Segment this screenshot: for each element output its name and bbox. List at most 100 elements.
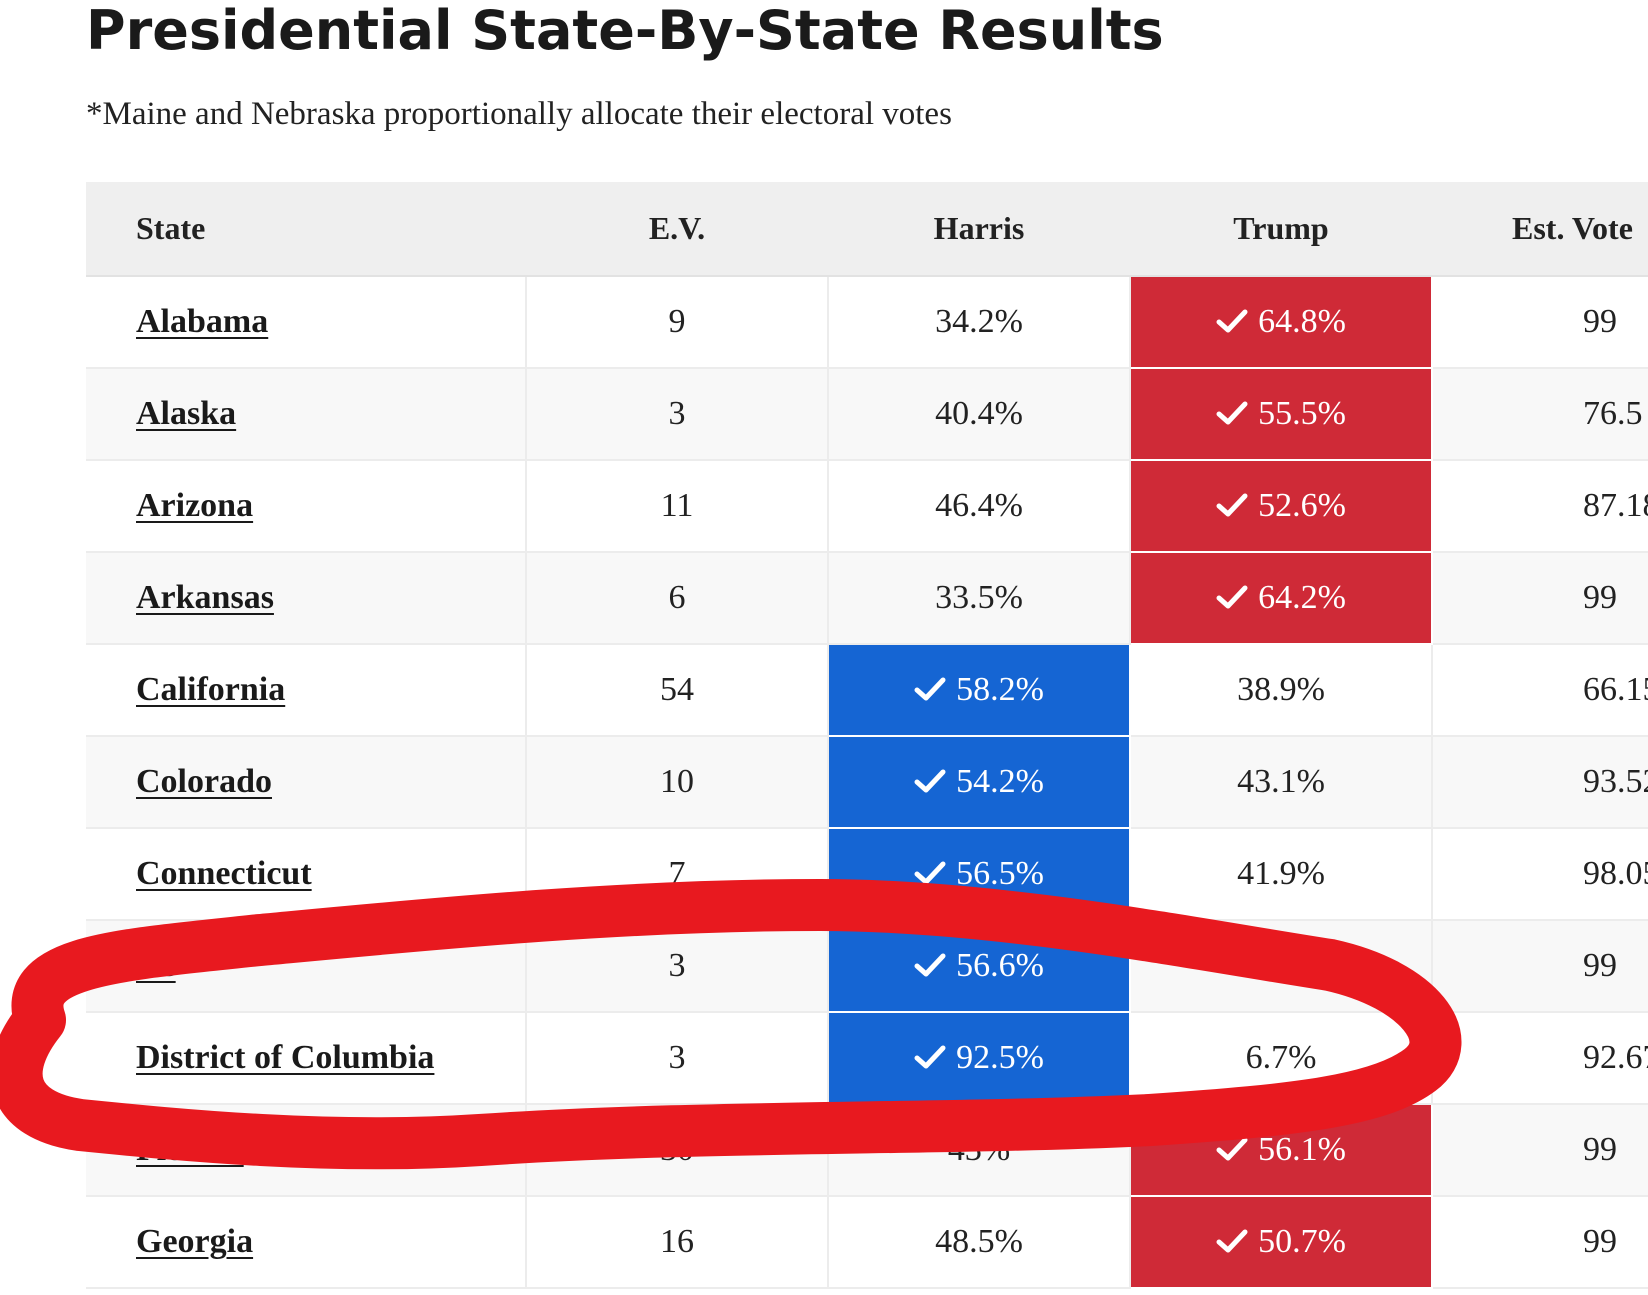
checkmark-icon (914, 769, 946, 793)
ev-cell: 9 (526, 276, 829, 369)
state-cell: Arkansas (86, 552, 527, 645)
trump-pct: 64.8% (1258, 303, 1346, 340)
header-harris[interactable]: Harris (828, 182, 1130, 277)
header-state[interactable]: State (86, 182, 526, 277)
harris-pct: 46.4% (935, 487, 1023, 524)
harris-cell: 56.6% (828, 920, 1131, 1013)
harris-cell: 40.4% (828, 368, 1131, 461)
trump-cell: 64.2% (1130, 552, 1433, 645)
est-vote-cell: 99 (1432, 1104, 1648, 1197)
checkmark-icon (1216, 493, 1248, 517)
est-vote-cell: 93.52 (1432, 736, 1648, 829)
state-link[interactable]: District of Columbia (136, 1039, 435, 1076)
ev-cell: 10 (526, 736, 829, 829)
state-link[interactable]: Connecticut (136, 855, 312, 892)
trump-pct: 52.6% (1258, 487, 1346, 524)
checkmark-icon (914, 861, 946, 885)
trump-pct: 41.9% (1237, 855, 1325, 892)
harris-cell: 33.5% (828, 552, 1131, 645)
ev-cell: 54 (526, 644, 829, 737)
page-title: Presidential State-By-State Results (86, 0, 1164, 62)
harris-cell: 43% (828, 1104, 1131, 1197)
est-vote-cell: 92.67 (1432, 1012, 1648, 1105)
state-link[interactable]: Alaska (136, 395, 237, 432)
checkmark-icon (914, 1045, 946, 1069)
trump-pct: 50.7% (1258, 1223, 1346, 1260)
table-row: De 3 56.6% 99 (86, 920, 1648, 1013)
est-vote-cell: 99 (1432, 920, 1648, 1013)
state-cell: De (86, 920, 527, 1013)
trump-pct: 64.2% (1258, 579, 1346, 616)
est-vote-cell: 66.15 (1432, 644, 1648, 737)
header-ev[interactable]: E.V. (526, 182, 828, 277)
checkmark-icon (914, 677, 946, 701)
results-table: State E.V. Harris Trump Est. Vote Alabam… (86, 182, 1648, 1289)
ev-cell: 3 (526, 1012, 829, 1105)
state-link[interactable]: Florida (136, 1131, 244, 1168)
trump-cell: 55.5% (1130, 368, 1433, 461)
state-link[interactable]: Alabama (136, 303, 269, 340)
trump-pct: 55.5% (1258, 395, 1346, 432)
state-cell: Alabama (86, 276, 527, 369)
checkmark-icon (1216, 1137, 1248, 1161)
harris-pct: 56.5% (956, 855, 1044, 892)
est-vote-cell: 76.5 (1432, 368, 1648, 461)
state-link[interactable]: Arkansas (136, 579, 274, 616)
trump-cell: 38.9% (1130, 644, 1433, 737)
state-cell: Florida (86, 1104, 527, 1197)
harris-cell: 58.2% (828, 644, 1131, 737)
trump-cell: 41.9% (1130, 828, 1433, 921)
table-row: Alabama 9 34.2% 64.8% 99 (86, 276, 1648, 369)
state-link[interactable]: California (136, 671, 286, 708)
ev-cell: 11 (526, 460, 829, 553)
trump-cell: 6.7% (1130, 1012, 1433, 1105)
harris-cell: 46.4% (828, 460, 1131, 553)
harris-cell: 34.2% (828, 276, 1131, 369)
state-cell: Alaska (86, 368, 527, 461)
ev-cell: 3 (526, 368, 829, 461)
checkmark-icon (1216, 1229, 1248, 1253)
state-cell: California (86, 644, 527, 737)
state-cell: District of Columbia (86, 1012, 527, 1105)
state-link[interactable]: Colorado (136, 763, 272, 800)
est-vote-cell: 99 (1432, 552, 1648, 645)
checkmark-icon (1216, 585, 1248, 609)
harris-pct: 54.2% (956, 763, 1044, 800)
table-row: Georgia 16 48.5% 50.7% 99 (86, 1196, 1648, 1289)
table-row: Florida 30 43% 56.1% 99 (86, 1104, 1648, 1197)
state-link[interactable]: Arizona (136, 487, 254, 524)
trump-pct: 38.9% (1237, 671, 1325, 708)
ev-cell: 6 (526, 552, 829, 645)
state-cell: Arizona (86, 460, 527, 553)
table-row: California 54 58.2% 38.9% 66.15 (86, 644, 1648, 737)
ev-cell: 3 (526, 920, 829, 1013)
est-vote-cell: 99 (1432, 276, 1648, 369)
state-cell: Georgia (86, 1196, 527, 1289)
trump-cell: 64.8% (1130, 276, 1433, 369)
table-row: District of Columbia 3 92.5% 6.7% 92.67 (86, 1012, 1648, 1105)
state-link[interactable]: Georgia (136, 1223, 254, 1260)
checkmark-icon (1216, 401, 1248, 425)
trump-cell: 43.1% (1130, 736, 1433, 829)
header-trump[interactable]: Trump (1130, 182, 1432, 277)
results-table-container[interactable]: State E.V. Harris Trump Est. Vote Alabam… (86, 182, 1648, 1295)
est-vote-cell: 98.05 (1432, 828, 1648, 921)
harris-pct: 43% (947, 1131, 1011, 1168)
table-row: Arizona 11 46.4% 52.6% 87.18 (86, 460, 1648, 553)
trump-cell: 56.1% (1130, 1104, 1433, 1197)
header-est-vote[interactable]: Est. Vote (1432, 182, 1648, 277)
harris-cell: 54.2% (828, 736, 1131, 829)
harris-pct: 48.5% (935, 1223, 1023, 1260)
state-link[interactable]: De (136, 947, 176, 984)
harris-cell: 92.5% (828, 1012, 1131, 1105)
trump-cell (1130, 920, 1433, 1013)
trump-pct: 6.7% (1245, 1039, 1317, 1076)
checkmark-icon (1216, 309, 1248, 333)
state-cell: Connecticut (86, 828, 527, 921)
ev-cell: 16 (526, 1196, 829, 1289)
table-row: Colorado 10 54.2% 43.1% 93.52 (86, 736, 1648, 829)
est-vote-cell: 99 (1432, 1196, 1648, 1289)
harris-pct: 92.5% (956, 1039, 1044, 1076)
trump-pct: 56.1% (1258, 1131, 1346, 1168)
ev-cell: 7 (526, 828, 829, 921)
